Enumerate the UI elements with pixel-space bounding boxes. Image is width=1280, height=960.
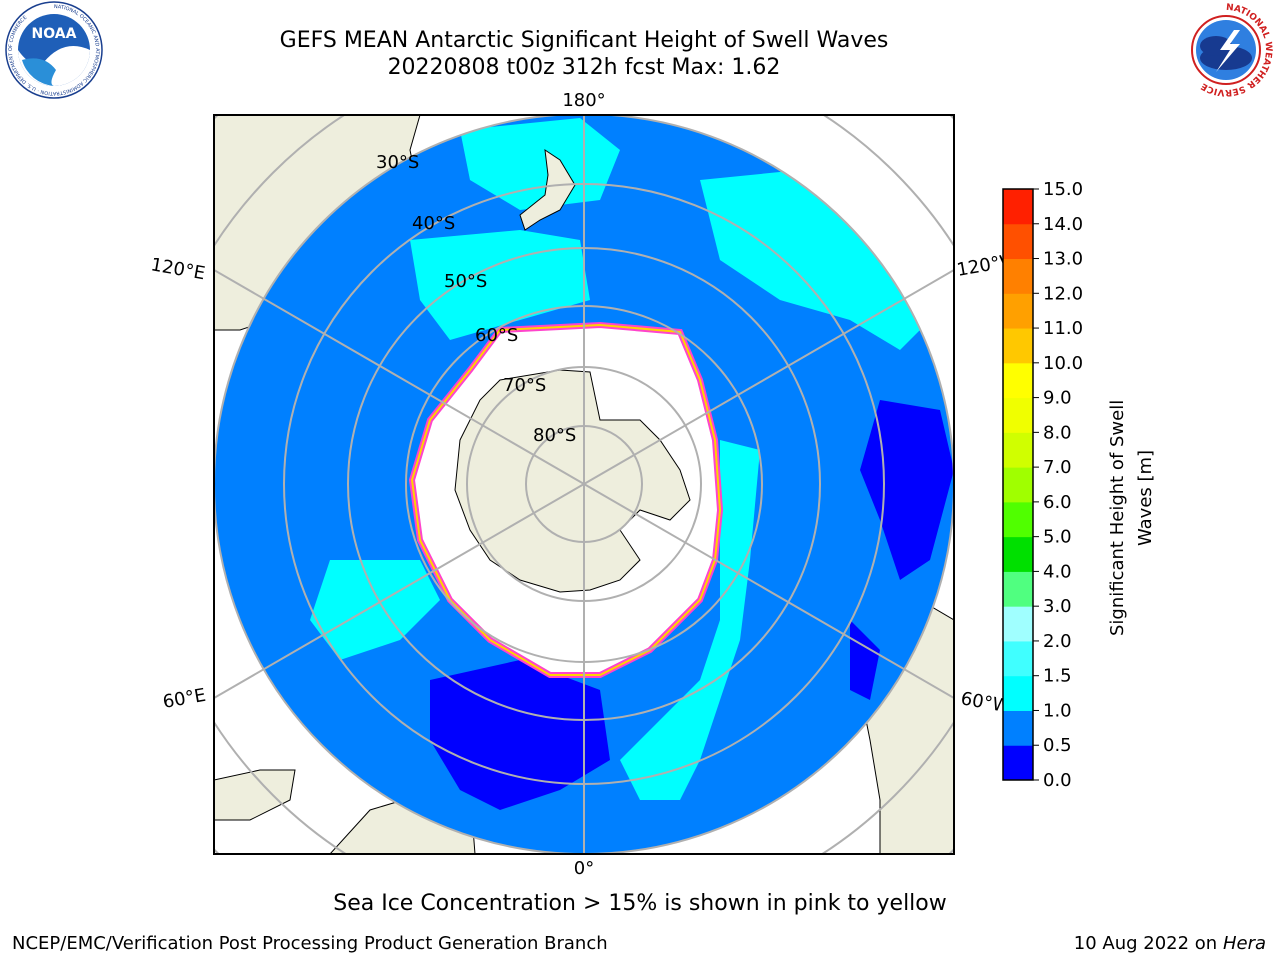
new-zealand-land: [519, 148, 576, 231]
meridian-label-180: 180°: [562, 90, 605, 111]
swell-mid-patch: [460, 118, 620, 210]
colorbar-segment: [1003, 571, 1033, 607]
lat-label-70s: 70°S: [503, 375, 546, 396]
colorbar-tick-label: 2.0: [1043, 631, 1072, 652]
nws-logo: NATIONAL WEATHER SERVICE: [1178, 2, 1274, 98]
colorbar-tick-label: 4.0: [1043, 561, 1072, 582]
colorbar-segment: [1003, 745, 1033, 781]
colorbar-segment: [1003, 675, 1033, 711]
meridian-label-0: 0°: [574, 858, 594, 879]
colorbar-tick-label: 0.0: [1043, 770, 1072, 791]
colorbar-segment: [1003, 362, 1033, 399]
colorbar-segment: [1003, 328, 1033, 364]
swell-mid-patch: [700, 170, 930, 350]
antarctica-land: [454, 369, 691, 593]
colorbar-frame: [1002, 188, 1034, 781]
colorbar-label-line-2: Waves [m]: [1135, 450, 1156, 546]
colorbar-tick-label: 1.0: [1043, 700, 1072, 721]
colorbar-segment: [1003, 293, 1033, 329]
colorbar-tick-label: 12.0: [1043, 283, 1083, 304]
host-name: Hera: [1222, 933, 1266, 954]
colorbar-segment: [1003, 710, 1033, 746]
colorbar-tick-label: 1.5: [1043, 666, 1072, 687]
map-frame: [213, 114, 955, 855]
colorbar-segment: [1003, 223, 1033, 260]
colorbar-segment: [1003, 258, 1033, 294]
meridian-label-120e: 120°E: [149, 254, 207, 284]
swell-low-patch: [860, 400, 954, 580]
colorbar-tick-label: 8.0: [1043, 422, 1072, 443]
lat-label-50s: 50°S: [444, 271, 487, 292]
meridian-label-60e: 60°E: [161, 685, 207, 713]
date-text: 10 Aug 2022 on Hera: [1074, 933, 1266, 954]
title-line-2: 20220808 t00z 312h fcst Max: 1.62: [387, 55, 781, 80]
lat-label-60s: 60°S: [475, 325, 518, 346]
colorbar-segment: [1003, 432, 1033, 468]
noaa-logo-text: NOAA: [32, 26, 77, 42]
colorbar-tick-label: 0.5: [1043, 735, 1072, 756]
colorbar-tick-label: 9.0: [1043, 388, 1072, 409]
colorbar-segment: [1003, 397, 1033, 433]
colorbar-label-line-1: Significant Height of Swell: [1107, 400, 1128, 636]
colorbar-segment: [1003, 501, 1033, 538]
africa-land: [214, 769, 296, 821]
colorbar-tick-label: 3.0: [1043, 596, 1072, 617]
graticule: [214, 115, 954, 854]
colorbar-segment: [1003, 189, 1033, 225]
noaa-logo: NOAA NATIONAL OCEANIC AND ATMOSPHERIC AD…: [5, 1, 103, 99]
sea-ice-note: Sea Ice Concentration > 15% is shown in …: [333, 891, 947, 916]
colorbar-tick-label: 13.0: [1043, 249, 1083, 270]
swell-low-patch: [850, 620, 880, 700]
title-line-1: GEFS MEAN Antarctic Significant Height o…: [279, 28, 889, 53]
colorbar-tick-label: 5.0: [1043, 527, 1072, 548]
lat-label-40s: 40°S: [412, 213, 455, 234]
swell-mid-patch: [620, 440, 760, 800]
lat-label-80s: 80°S: [533, 425, 576, 446]
colorbar-segment: [1003, 606, 1033, 642]
map-panel: 30°S 40°S 50°S 60°S 70°S 80°S: [214, 115, 954, 854]
colorbar-tick-label: 7.0: [1043, 457, 1072, 478]
swell-mid-patch: [410, 230, 590, 340]
colorbar-tick-label: 15.0: [1043, 179, 1083, 200]
credit-text: NCEP/EMC/Verification Post Processing Pr…: [12, 933, 608, 954]
colorbar-segment: [1003, 640, 1033, 677]
lat-label-30s: 30°S: [376, 152, 419, 173]
date-value: 10 Aug 2022 on: [1073, 933, 1218, 954]
colorbar-segment: [1003, 467, 1033, 503]
colorbar-tick-label: 14.0: [1043, 214, 1083, 235]
colorbar-segment: [1003, 536, 1033, 572]
colorbar: 0.0 0.5 1.0 1.5 2.0 3.0 4.0 5.0 6.0 7.0 8.0 9.0 10.0…: [1002, 179, 1083, 791]
colorbar-tick-label: 11.0: [1043, 318, 1083, 339]
colorbar-tick-label: 6.0: [1043, 492, 1072, 513]
swell-low-patch: [430, 660, 610, 810]
colorbar-tick-label: 10.0: [1043, 353, 1083, 374]
